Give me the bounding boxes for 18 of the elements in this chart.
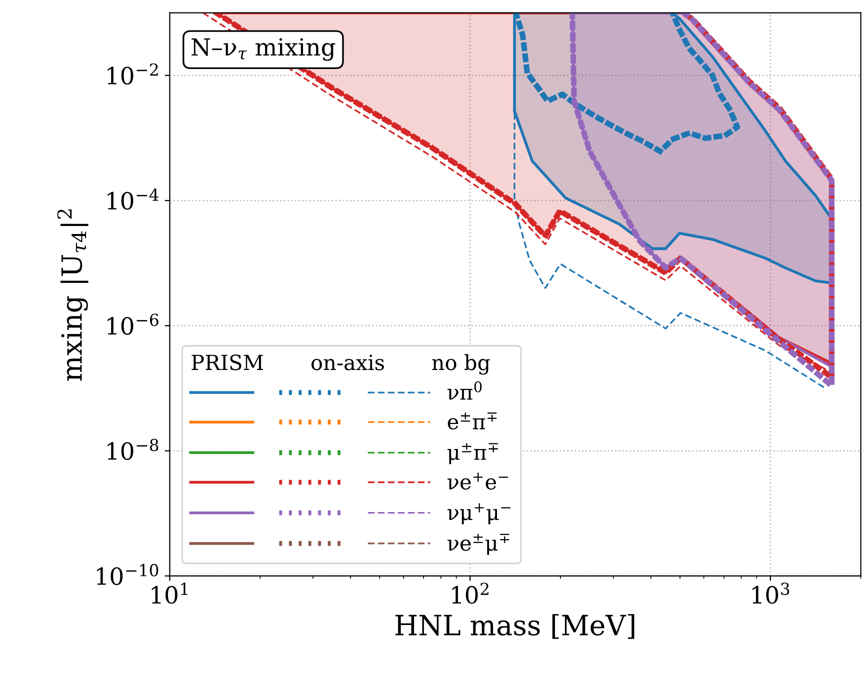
text: PRISM on-axis no bg xyxy=(192,354,490,375)
text: N–ν$_{τ}$ mixing xyxy=(192,38,336,61)
y-axis-title: mxing |U$_{τ4}$|$^{2}$ xyxy=(57,210,88,381)
y-tick-label: 10$^{−8}$ xyxy=(108,438,158,460)
y-tick-label: 10$^{−4}$ xyxy=(108,188,159,210)
legend-label: e$^{±}$π$^{∓}$ xyxy=(448,412,497,430)
legend-label: νe$^{+}$e$^{−}$ xyxy=(448,472,508,490)
x-axis-title: HNL mass [MeV] xyxy=(395,614,634,639)
legend-label: νπ$^{0}$ xyxy=(448,381,482,400)
legend-label: νe$^{±}$μ$^{∓}$ xyxy=(448,534,510,555)
legend-label: νμ$^{+}$μ$^{−}$ xyxy=(448,503,510,524)
y-tick-label: 10$^{−6}$ xyxy=(108,314,158,335)
y-tick-label: 10$^{−10}$ xyxy=(97,564,158,586)
x-tick-label: 10$^{3}$ xyxy=(752,582,790,604)
y-tick-label: 10$^{−2}$ xyxy=(108,63,158,85)
x-tick-label: 10$^{1}$ xyxy=(152,582,188,604)
legend-label: μ$^{±}$π$^{∓}$ xyxy=(448,443,498,464)
x-tick-label: 10$^{2}$ xyxy=(452,582,488,604)
